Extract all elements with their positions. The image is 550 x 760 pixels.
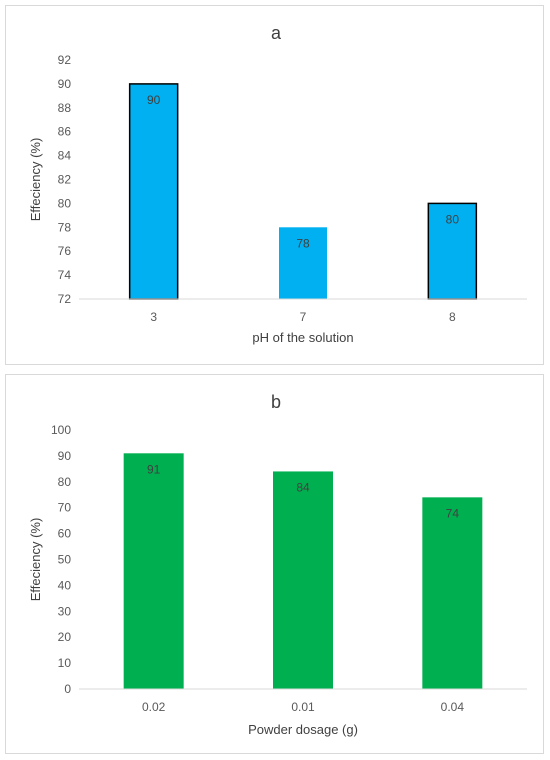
y-tick-label: 80 [58, 475, 72, 489]
data-label: 90 [147, 93, 161, 107]
y-tick-label: 76 [58, 244, 72, 258]
y-tick-label: 90 [58, 77, 72, 91]
y-tick-label: 40 [58, 578, 72, 592]
bar [279, 227, 327, 299]
data-label: 91 [147, 462, 161, 476]
y-tick-label: 20 [58, 630, 72, 644]
x-tick-label: 7 [300, 310, 307, 324]
bar [273, 471, 333, 689]
chart-panel-a: a 72 74 76 78 80 82 84 86 88 90 92 90 3 78 7 80 8 pH of th… [5, 5, 544, 365]
y-tick-label: 50 [58, 553, 72, 567]
bar [427, 202, 478, 300]
data-label: 80 [446, 212, 460, 226]
x-tick-label: 0.04 [441, 700, 465, 714]
y-tick-label: 70 [58, 501, 72, 515]
y-tick-label: 74 [58, 268, 72, 282]
y-tick-label: 10 [58, 656, 72, 670]
y-tick-label: 0 [64, 682, 71, 696]
chart-b-svg: b 0 10 20 30 40 50 60 70 80 90 100 91 0.02 84 0.01 74 0.0… [28, 392, 527, 737]
x-axis-label: pH of the solution [252, 330, 353, 345]
y-tick-label: 30 [58, 604, 72, 618]
y-tick-label: 88 [58, 101, 72, 115]
chart-title: b [271, 392, 281, 412]
data-label: 74 [446, 506, 460, 520]
data-label: 78 [296, 236, 310, 250]
x-tick-label: 0.01 [291, 700, 315, 714]
x-tick-label: 8 [449, 310, 456, 324]
x-axis-label: Powder dosage (g) [248, 722, 358, 737]
y-tick-label: 100 [51, 423, 71, 437]
bar [422, 497, 483, 689]
bar [128, 83, 179, 300]
y-tick-label: 60 [58, 527, 72, 541]
y-axis-label: Effeciency (%) [28, 518, 43, 602]
data-label: 84 [296, 480, 310, 494]
x-tick-label: 3 [150, 310, 157, 324]
y-tick-label: 72 [58, 292, 72, 306]
y-tick-label: 92 [58, 53, 72, 67]
chart-title: a [271, 23, 282, 43]
y-tick-label: 78 [58, 220, 72, 234]
y-tick-label: 82 [58, 173, 72, 187]
bar [123, 453, 184, 689]
y-axis-label: Effeciency (%) [28, 138, 43, 222]
chart-a-svg: a 72 74 76 78 80 82 84 86 88 90 92 90 3 78 7 80 8 pH of th… [28, 23, 527, 345]
chart-panel-b: b 0 10 20 30 40 50 60 70 80 90 100 91 0.02 84 0.01 74 0.0… [5, 374, 544, 754]
y-tick-label: 80 [58, 196, 72, 210]
y-tick-label: 86 [58, 125, 72, 139]
x-tick-label: 0.02 [142, 700, 166, 714]
y-tick-label: 90 [58, 449, 72, 463]
y-tick-label: 84 [58, 149, 72, 163]
